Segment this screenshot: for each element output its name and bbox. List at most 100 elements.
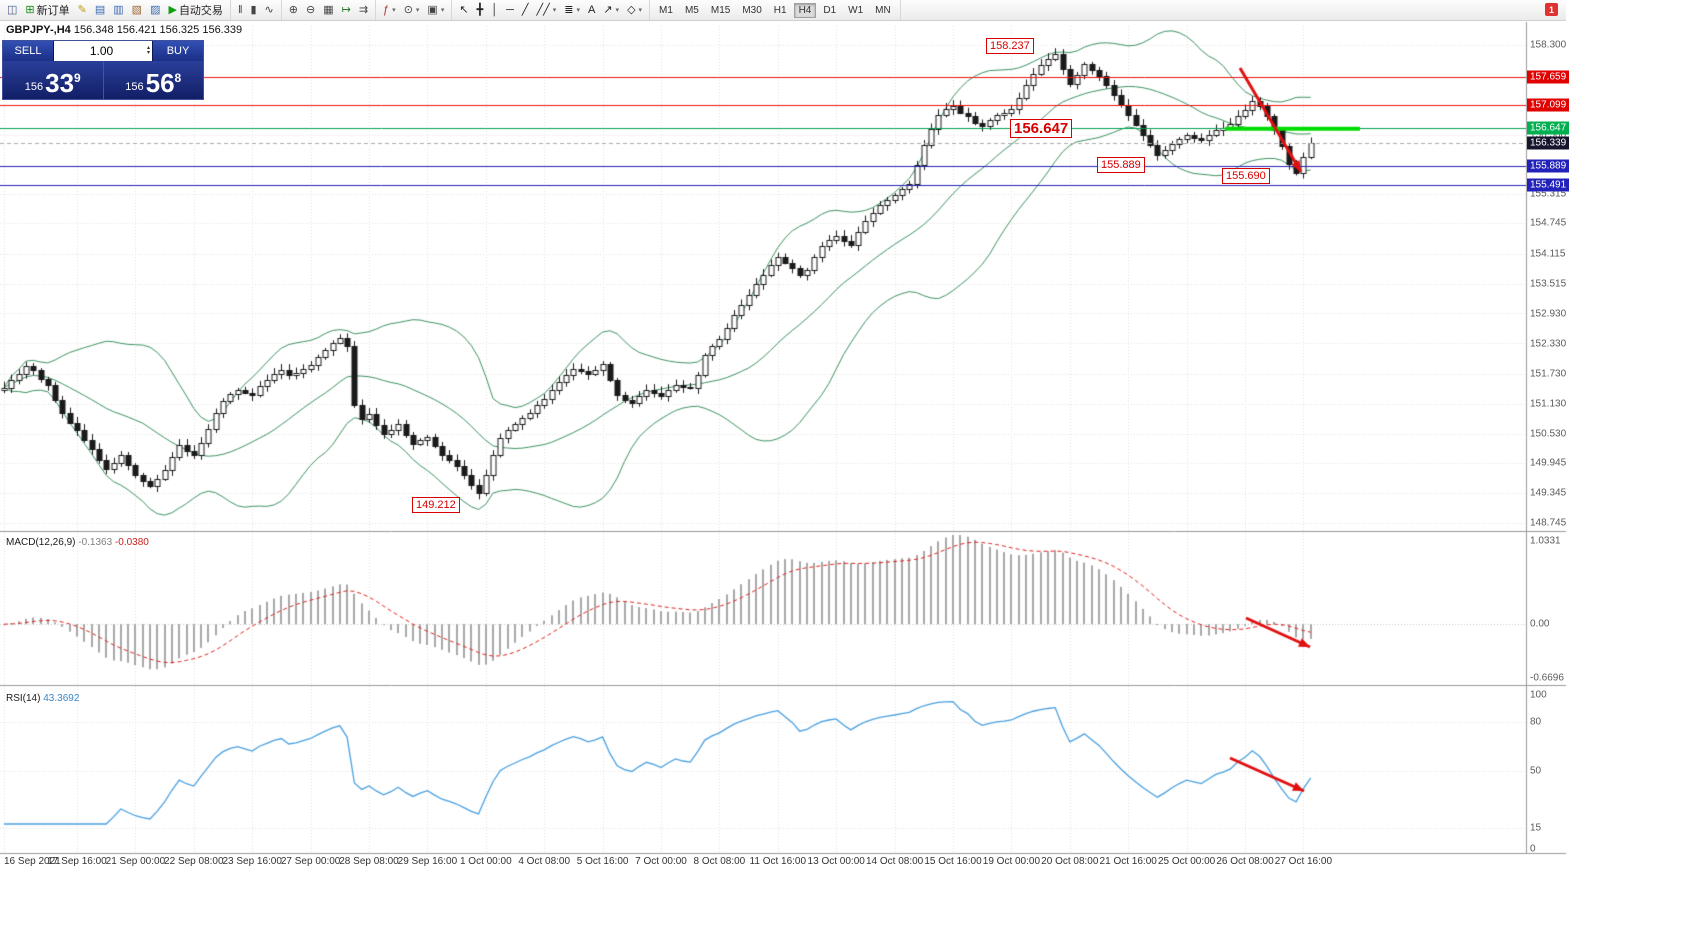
metaeditor-button[interactable]: ✎ [75,3,90,17]
dropdown-arrow-icon[interactable]: ▾ [415,7,420,14]
main-toolbar: ◫ ⊞ 新订单 ✎ ▤ ▥ ▧ ▨ ▶ 自动交易 ‖ ▮ ∿ ⊕ ⊖ ▦ ↦ ⇉ ƒ ▾ ⊙ ▾ ▣ ▾ ↖ ╋ │ ─ ╱ ╱╱ ▾ ≣ ▾ A… [0,0,1566,21]
zoom-out-button[interactable]: ⊖ [303,3,318,17]
candlestick-chart-button[interactable]: ▮ [247,3,259,17]
timeframe-d1-button[interactable]: D1 [823,4,837,16]
timeframe-m30-button[interactable]: M30 [742,4,762,16]
buy-button[interactable]: BUY [153,41,203,61]
price-axis-tick: 150.530 [1530,428,1567,439]
zoom-group: ⊕ ⊖ ▦ ↦ ⇉ [282,0,377,20]
tile-windows-button[interactable]: ▦ [320,3,336,17]
auto-scroll-button[interactable]: ↦ [339,3,354,17]
macd-axis-tick: -0.6696 [1530,672,1564,684]
bar-chart-icon: ‖ [237,4,243,16]
price-axis-tick: 148.745 [1530,517,1567,529]
time-axis-label: 8 Oct 08:00 [693,856,746,867]
navigator-button[interactable]: ▧ [129,3,145,17]
time-axis-label: 29 Sep 16:00 [397,856,458,867]
dropdown-arrow-icon[interactable]: ▾ [440,7,445,14]
new-order-button[interactable]: ⊞ 新订单 [22,1,72,19]
volume-input[interactable]: 1.00 [89,44,114,58]
terminal-button[interactable]: ▨ [147,3,163,17]
buy-price-button[interactable]: 156 56 8 [102,61,204,99]
data-window-button[interactable]: ▥ [110,3,126,17]
price-annotation[interactable]: 158.237 [986,38,1034,54]
volume-up-icon[interactable]: ▴ [146,45,150,51]
crosshair-icon: ╋ [476,4,484,16]
time-axis-label: 5 Oct 16:00 [576,856,629,867]
volume-down-icon[interactable]: ▾ [146,50,150,56]
indicators-button[interactable]: ƒ ▾ [380,3,399,17]
channel-button[interactable]: ╱╱ ▾ [533,3,559,17]
price-annotation[interactable]: 155.690 [1222,168,1270,184]
sell-price-button[interactable]: 156 33 9 [3,61,103,99]
time-axis-label: 27 Oct 16:00 [1274,856,1333,867]
sell-button[interactable]: SELL [3,41,53,61]
price-axis-tick: 152.330 [1530,338,1567,349]
zoom-in-icon: ⊕ [288,4,298,16]
timeframe-mn-button[interactable]: MN [875,4,891,16]
timeframe-h4-button[interactable]: H4 [793,2,817,18]
dropdown-arrow-icon[interactable]: ▾ [615,7,620,14]
one-click-price-row: 156 33 9 156 56 8 [3,61,203,99]
timeframe-m5-button[interactable]: M5 [684,4,699,16]
new-order-button-label: 新订单 [36,5,70,17]
market-watch-button[interactable]: ▤ [92,3,108,17]
templates-button[interactable]: ▣ ▾ [424,3,447,17]
chart-shift-button[interactable]: ⇉ [356,3,371,17]
autotrading-button[interactable]: ▶ 自动交易 [165,1,225,19]
price-line-label: 155.491 [1527,178,1570,192]
price-axis-tick: 149.945 [1530,457,1567,469]
dropdown-arrow-icon[interactable]: ▾ [638,7,643,14]
arrows-button[interactable]: ↗ ▾ [600,3,622,17]
timeframe-w1-button[interactable]: W1 [848,4,864,16]
macd-title: MACD(12,26,9) [6,537,76,548]
trendline-button[interactable]: ╱ [519,3,532,17]
price-axis-tick: 151.730 [1530,368,1567,379]
vertical-line-button[interactable]: │ [488,3,501,17]
macd-axis-tick: 1.0331 [1530,535,1561,547]
new-chart-button[interactable]: ◫ [4,3,20,17]
price-axis-tick: 151.130 [1530,398,1567,409]
price-axis-tick: 155.315 [1530,188,1567,200]
price-annotation[interactable]: 156.647 [1010,119,1073,138]
time-axis-label: 4 Oct 08:00 [518,856,571,867]
time-axis-label: 19 Oct 00:00 [982,856,1041,867]
rsi-label: RSI(14) 43.3692 [6,693,79,704]
time-axis-label: 21 Sep 00:00 [105,856,166,867]
dropdown-arrow-icon[interactable]: ▾ [576,7,580,14]
zoom-in-button[interactable]: ⊕ [286,3,301,17]
cursor-button[interactable]: ↖ [456,3,471,17]
price-line-label: 157.659 [1527,70,1570,84]
timeframe-m15-button[interactable]: M15 [710,4,731,16]
crosshair-button[interactable]: ╋ [474,3,487,17]
ohlc-values: 156.348 156.421 156.325 156.339 [73,24,243,36]
volume-spin-buttons[interactable]: ▴ ▾ [146,45,150,56]
price-axis-tick: 153.515 [1530,278,1567,290]
notification-badge[interactable]: 1 [1545,3,1558,16]
shapes-button[interactable]: ◇ ▾ [624,3,645,17]
price-annotation[interactable]: 155.889 [1097,157,1145,173]
volume-stepper[interactable]: 1.00 ▴ ▾ [53,41,153,61]
time-axis-label: 16 Sep 2021 [4,856,61,867]
dropdown-arrow-icon[interactable]: ▾ [552,7,557,14]
price-line-label: 155.889 [1527,159,1570,173]
periods-button[interactable]: ⊙ ▾ [401,3,423,17]
rsi-axis-tick: 80 [1530,716,1542,728]
price-axis-tick: 149.345 [1530,487,1567,499]
cursor-icon: ↖ [459,4,469,16]
bar-chart-button[interactable]: ‖ [235,3,246,17]
line-chart-button[interactable]: ∿ [262,3,277,17]
metaeditor-icon: ✎ [77,4,87,16]
price-line-label: 157.099 [1527,98,1570,112]
time-axis-label: 14 Oct 08:00 [865,856,924,867]
dropdown-arrow-icon[interactable]: ▾ [392,7,396,14]
timeframe-m1-button[interactable]: M1 [659,4,673,16]
horizontal-line-button[interactable]: ─ [503,3,517,17]
timeframe-h1-button[interactable]: H1 [773,4,787,16]
fibonacci-button[interactable]: ≣ ▾ [561,3,583,17]
rsi-axis-tick: 50 [1530,765,1542,777]
text-button[interactable]: A [585,3,598,17]
price-annotation[interactable]: 149.212 [412,497,460,513]
horizontal-line-icon: ─ [506,4,514,16]
